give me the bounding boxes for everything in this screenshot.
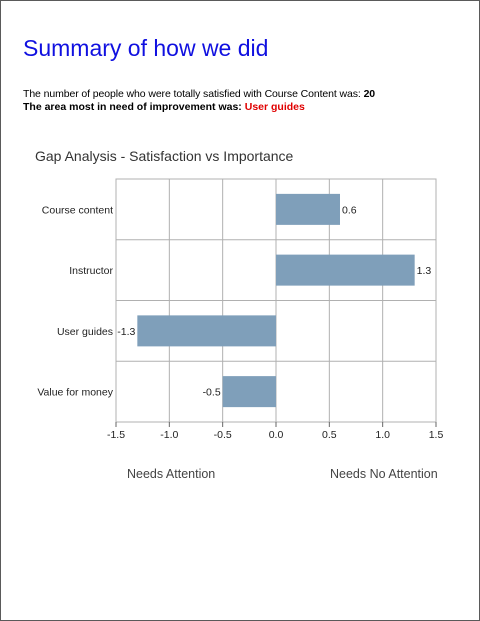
chart-title: Gap Analysis - Satisfaction vs Importanc… (35, 148, 294, 164)
bar (276, 254, 415, 286)
category-label: Course content (42, 204, 113, 216)
bar (137, 315, 276, 347)
x-tick-label: -0.5 (214, 429, 232, 441)
x-tick-label: 1.5 (429, 429, 444, 441)
satisfied-text: The number of people who were totally sa… (23, 88, 361, 100)
x-tick-label: -1.0 (160, 429, 178, 441)
satisfied-summary: The number of people who were totally sa… (23, 88, 375, 100)
x-tick-label: 0.0 (269, 429, 284, 441)
bar (222, 376, 276, 408)
improvement-area: User guides (244, 101, 305, 113)
category-label: Value for money (37, 387, 113, 399)
data-label: 0.6 (342, 204, 357, 216)
bar (276, 193, 340, 225)
x-tick-label: 0.5 (322, 429, 337, 441)
data-label: -1.3 (117, 326, 135, 338)
data-label: -0.5 (203, 387, 221, 399)
data-label: 1.3 (417, 265, 432, 277)
category-label: Instructor (69, 265, 113, 277)
x-tick-label: -1.5 (107, 429, 125, 441)
category-label: User guides (57, 326, 113, 338)
needs-attention-label: Needs Attention (127, 467, 216, 481)
improvement-summary: The area most in need of improvement was… (23, 101, 305, 113)
improvement-text: The area most in need of improvement was… (23, 101, 242, 113)
satisfied-count: 20 (363, 88, 376, 100)
needs-no-attention-label: Needs No Attention (330, 467, 438, 481)
page-title: Summary of how we did (23, 35, 269, 61)
x-tick-label: 1.0 (375, 429, 390, 441)
